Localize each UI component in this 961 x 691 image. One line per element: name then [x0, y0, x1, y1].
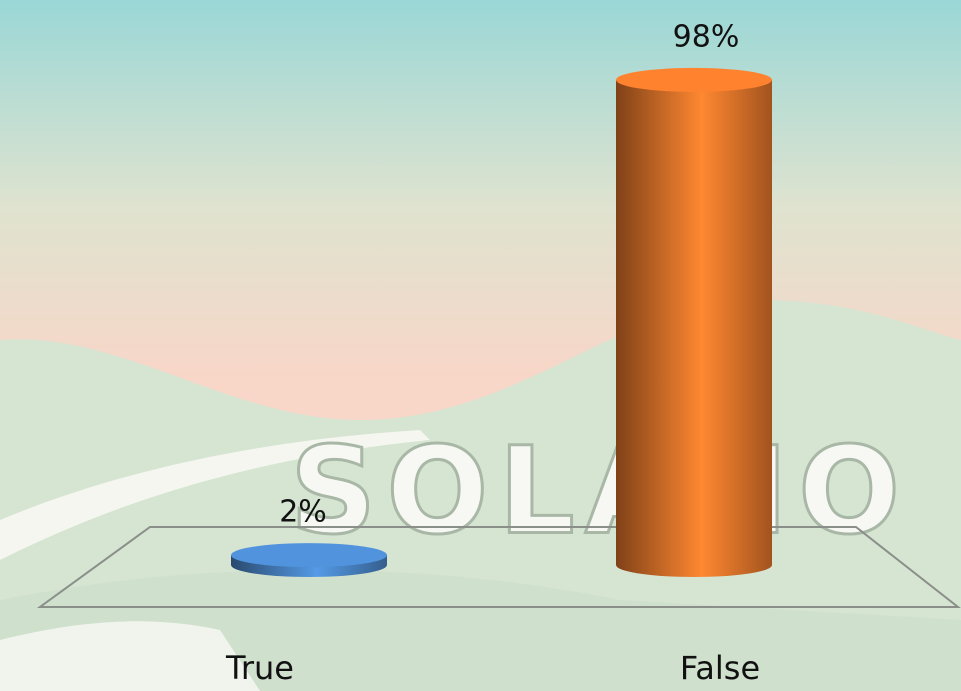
x-tick-label: True	[225, 649, 294, 687]
watermark: SOLANO	[290, 423, 910, 562]
data-label: 98%	[673, 19, 740, 54]
bar-top	[231, 543, 387, 568]
hill	[0, 570, 961, 691]
bar-top	[616, 67, 772, 92]
road	[0, 621, 260, 691]
road	[0, 430, 430, 560]
plot	[231, 67, 772, 578]
data-label: 2%	[279, 495, 327, 530]
x-tick-label: False	[680, 649, 760, 687]
bar	[616, 79, 772, 578]
